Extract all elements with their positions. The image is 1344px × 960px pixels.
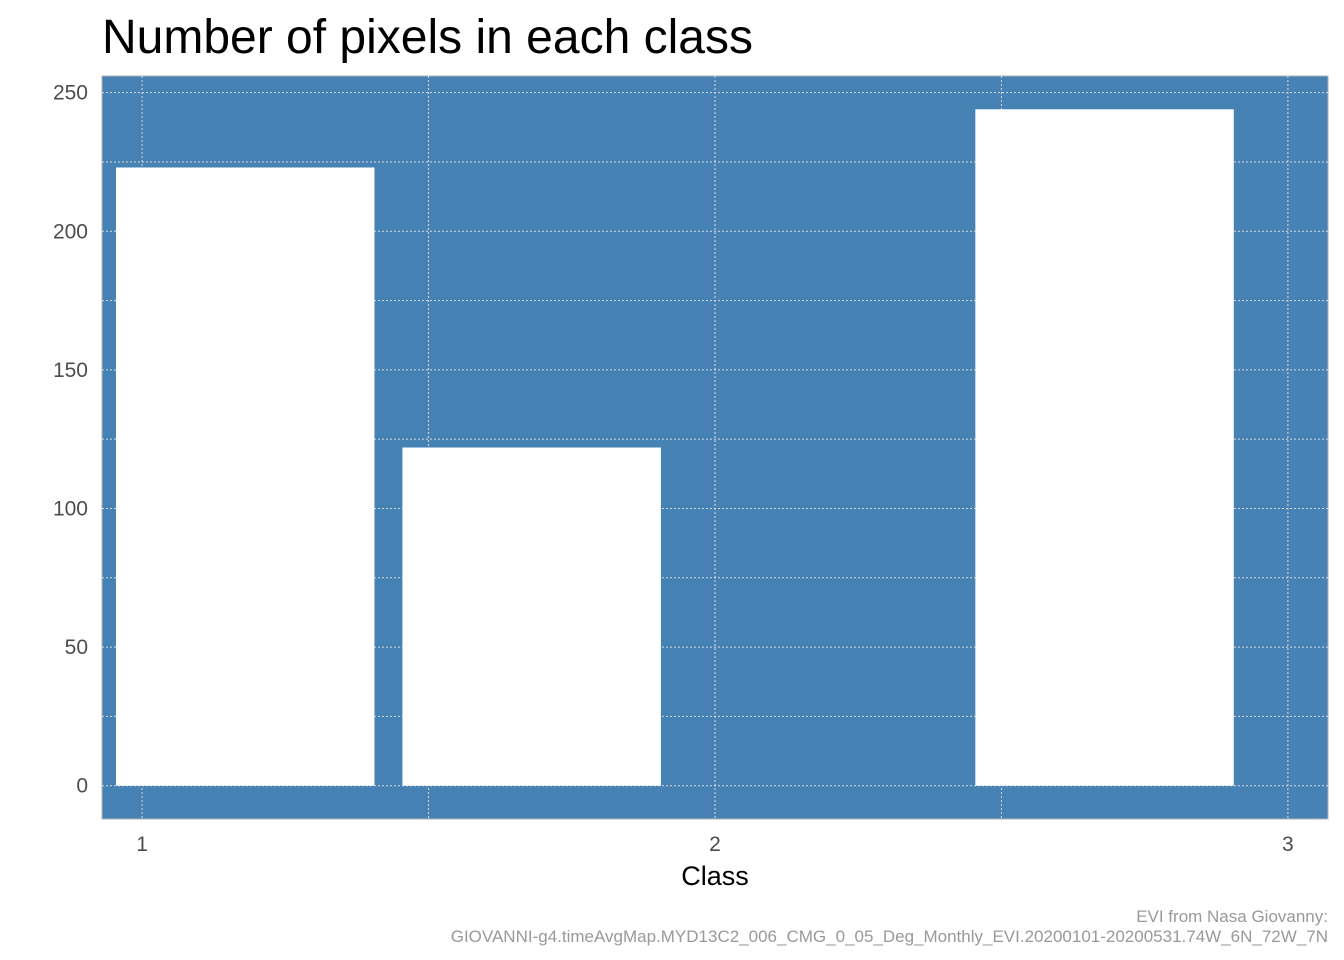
bar <box>975 109 1234 786</box>
x-tick-label: 1 <box>136 833 148 856</box>
bars <box>116 109 1234 786</box>
bar <box>402 447 661 786</box>
x-tick-label: 2 <box>709 833 721 856</box>
y-tick-label: 150 <box>53 359 88 382</box>
x-axis-title: Class <box>681 861 749 891</box>
x-tick-label: 3 <box>1282 833 1294 856</box>
caption-line: GIOVANNI-g4.timeAvgMap.MYD13C2_006_CMG_0… <box>451 927 1328 946</box>
y-tick-label: 200 <box>53 220 88 243</box>
y-tick-label: 100 <box>53 497 88 520</box>
bar <box>116 167 375 786</box>
y-tick-label: 0 <box>76 775 88 798</box>
y-axis: 0 50 100 150 200 250 <box>53 82 88 798</box>
caption-line: EVI from Nasa Giovanny: <box>1136 907 1328 926</box>
y-tick-label: 50 <box>65 636 88 659</box>
x-axis: 1 2 3 <box>136 833 1293 856</box>
chart-title: Number of pixels in each class <box>102 11 753 64</box>
y-tick-label: 250 <box>53 82 88 105</box>
